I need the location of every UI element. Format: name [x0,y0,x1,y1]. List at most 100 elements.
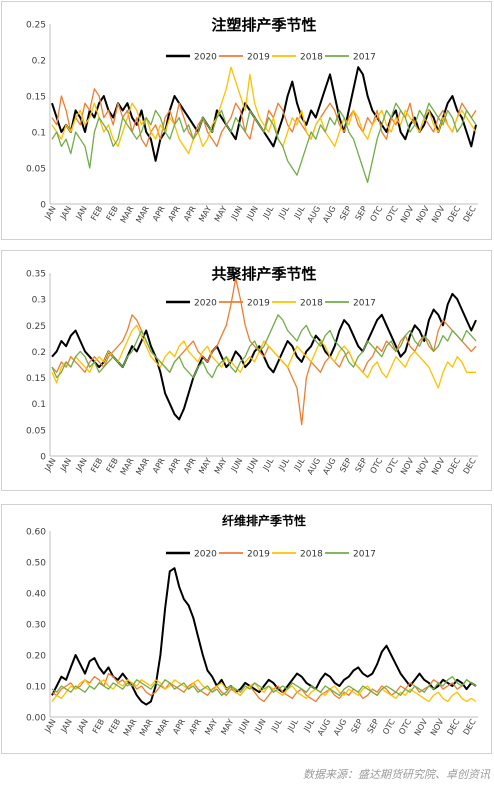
x-tick-label: DEC [445,717,461,736]
series-line-2018 [51,679,477,703]
chart-title: 注塑排产季节性 [211,16,316,34]
legend-item-2017: 2017 [325,53,376,63]
y-tick-label: 0.05 [26,426,46,436]
y-tick-label: 0 [40,201,46,211]
legend-item-2020: 2020 [166,53,217,63]
x-tick-label: NOV [413,717,430,737]
legend-label: 2018 [300,299,323,309]
x-tick-label: SEP [349,717,364,735]
x-tick-label: FEB [89,205,104,223]
x-tick-label: APR [166,456,182,475]
y-tick-label: 0.05 [26,165,46,175]
legend-label: 2020 [194,53,217,63]
legend-label: 2018 [300,550,323,560]
source-note: 数据来源：盛达期货研究院、卓创资讯 [303,768,490,781]
x-tick-label: AUG [321,205,338,225]
y-tick-label: 0.25 [26,21,46,31]
chart-title: 共聚排产季节性 [211,265,316,283]
x-tick-label: DEC [462,204,478,223]
x-tick-label: AUG [306,205,323,225]
x-tick-label: AUG [316,718,333,738]
x-tick-label: APR [182,456,198,475]
x-tick-label: JAN [75,717,90,734]
y-tick-label: 0 [40,453,46,463]
x-tick-label: JUN [245,204,260,222]
x-tick-label: FEB [105,205,120,223]
series-line-2020 [51,567,477,706]
x-tick-label: APR [187,717,203,736]
x-tick-label: SEP [366,717,381,735]
y-tick-label: 0.1 [32,129,46,139]
legend-item-2017: 2017 [325,550,376,560]
legend-label: 2017 [353,53,376,63]
x-tick-label: APR [171,717,187,736]
x-tick-label: JUN [236,717,251,735]
legend-item-2018: 2018 [272,550,323,560]
legend-item-2017: 2017 [325,299,376,309]
x-tick-label: JAN [74,204,89,221]
x-tick-label: NOV [399,456,416,476]
x-tick-label: MAY [203,717,219,736]
x-tick-label: DEC [446,456,462,475]
series-line-2018 [51,324,476,389]
y-tick-label: 0.00 [26,714,46,724]
y-tick-label: 0.15 [26,374,46,384]
chart-panel-2: 0 0.05 0.1 0.15 0.2 0.25 0.3 0.35 JAN JAN JAN FEB FE… [1,250,492,491]
series-line-2017 [51,676,477,696]
y-tick-label: 0.10 [26,683,46,693]
x-tick-label: NOV [399,204,416,224]
x-tick-label: JUL [276,456,291,473]
series-line-2017 [51,102,477,184]
x-tick-label: JUL [285,717,300,734]
x-tick-label: OTC [397,717,413,736]
y-tick-label: 0.2 [32,348,46,358]
chart-panel-3: 0.00 0.10 0.20 0.30 0.40 0.50 0.60 JAN JAN JAN FEB… [1,504,492,754]
legend-label: 2017 [353,550,376,560]
x-tick-label: NOV [414,204,431,224]
x-tick-label: DEC [462,456,478,475]
legend-label: 2019 [247,53,270,63]
legend-label: 2020 [194,299,217,309]
x-tick-label: JAN [74,456,89,473]
y-tick-label: 0.30 [26,621,46,631]
legend-item-2018: 2018 [272,299,323,309]
x-tick-label: DEC [446,204,462,223]
x-tick-label: SEP [354,456,369,474]
x-tick-label: MAY [197,456,213,475]
x-tick-label: JUN [245,456,260,474]
legend-item-2019: 2019 [219,299,270,309]
x-tick-label: OTC [384,456,400,475]
x-tick-label: AUG [321,457,338,477]
x-tick-label: FEB [107,718,122,736]
x-tick-label: MAY [213,204,229,223]
x-tick-label: SEP [338,456,353,474]
x-tick-label: JAN [58,204,73,221]
x-tick-label: FEB [105,457,120,475]
legend-item-2018: 2018 [272,53,323,63]
x-tick-label: JUL [302,717,317,734]
x-tick-label: DEC [462,717,478,736]
x-tick-label: JUL [292,204,307,221]
x-tick-label: FEB [91,718,106,736]
legend-label: 2017 [353,299,376,309]
series-line-2018 [51,66,477,155]
chart-title: 纤维排产季节性 [222,513,306,528]
x-tick-label: APR [151,204,167,223]
x-tick-label: MAR [134,456,151,476]
legend-item-2019: 2019 [219,53,270,63]
x-tick-label: NOV [429,717,446,737]
x-tick-label: OTC [368,456,384,475]
x-tick-label: OTC [384,204,400,223]
x-tick-label: JUN [229,456,244,474]
x-tick-label: NOV [430,456,447,476]
x-tick-label: MAR [122,717,139,737]
x-tick-label: MAR [154,717,171,737]
legend-label: 2018 [300,53,323,63]
x-tick-label: NOV [430,204,447,224]
legend-label: 2019 [247,299,270,309]
x-tick-label: NOV [414,456,431,476]
x-tick-label: JUL [276,204,291,221]
